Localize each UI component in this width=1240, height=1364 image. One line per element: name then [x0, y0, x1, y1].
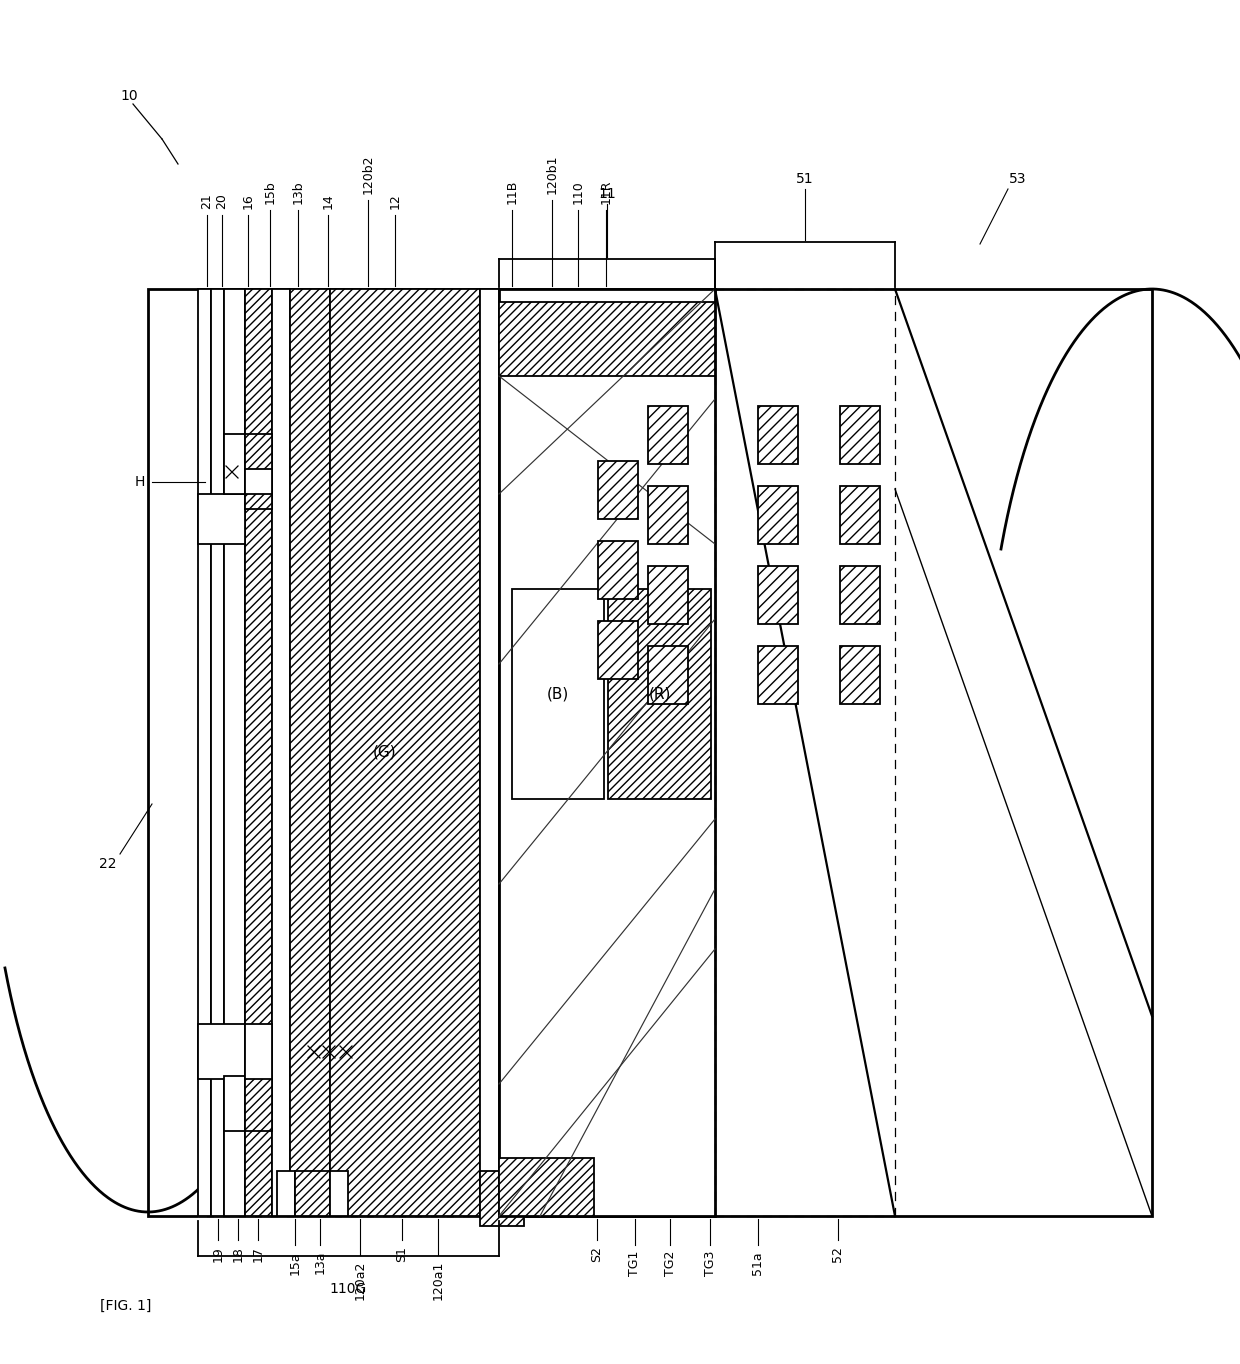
Bar	[839, 647, 880, 704]
Text: 20: 20	[216, 194, 228, 209]
Text: 19: 19	[212, 1245, 224, 1262]
Bar	[330, 1172, 348, 1215]
Text: 120a1: 120a1	[432, 1260, 444, 1300]
Bar	[277, 1172, 295, 1215]
Text: 22: 22	[99, 857, 117, 872]
Text: S1: S1	[396, 1245, 408, 1262]
Text: 12: 12	[388, 194, 402, 209]
Bar	[512, 589, 604, 799]
Bar	[608, 589, 711, 799]
Text: 110G: 110G	[330, 1282, 367, 1296]
Text: [FIG. 1]: [FIG. 1]	[100, 1299, 151, 1314]
Bar	[758, 406, 799, 464]
Text: 13b: 13b	[291, 180, 305, 205]
Bar	[649, 406, 688, 464]
Bar	[224, 289, 246, 1215]
Bar	[649, 647, 688, 704]
Text: 120a2: 120a2	[353, 1260, 367, 1300]
Text: 10: 10	[120, 89, 138, 104]
Text: (R): (R)	[649, 686, 671, 701]
Bar	[758, 486, 799, 544]
Text: 11R: 11R	[599, 180, 613, 205]
Bar	[480, 289, 498, 1215]
Bar	[480, 1172, 525, 1226]
Bar	[649, 566, 688, 623]
Bar	[330, 289, 480, 1215]
Text: 16: 16	[242, 194, 254, 209]
Text: 11: 11	[598, 187, 616, 201]
Text: 120b1: 120b1	[546, 154, 558, 194]
Text: (G): (G)	[373, 745, 397, 760]
Bar	[598, 621, 639, 679]
Text: 51a: 51a	[751, 1251, 765, 1274]
Bar	[498, 301, 715, 376]
Text: 15b: 15b	[263, 180, 277, 205]
Bar	[839, 406, 880, 464]
Bar	[272, 289, 290, 1215]
Text: 18: 18	[232, 1245, 244, 1262]
Text: 17: 17	[252, 1245, 264, 1262]
Bar	[295, 1172, 330, 1215]
Bar	[246, 434, 272, 509]
Bar	[224, 1076, 246, 1131]
Text: 110: 110	[572, 180, 584, 205]
Bar	[498, 1158, 594, 1215]
Text: 13a: 13a	[314, 1251, 326, 1274]
Text: 21: 21	[201, 194, 213, 209]
Bar	[224, 434, 246, 494]
Bar	[148, 289, 1152, 1215]
Bar	[246, 469, 272, 494]
Bar	[598, 542, 639, 599]
Bar	[198, 494, 246, 544]
Text: TG1: TG1	[629, 1251, 641, 1277]
Text: TG3: TG3	[703, 1251, 717, 1277]
Text: TG2: TG2	[663, 1251, 677, 1277]
Bar	[246, 289, 272, 1215]
Text: (B): (B)	[547, 686, 569, 701]
Text: 52: 52	[832, 1245, 844, 1262]
Bar	[198, 289, 211, 1215]
Text: 14: 14	[321, 194, 335, 209]
Text: 51: 51	[796, 172, 813, 186]
Bar	[758, 566, 799, 623]
Bar	[839, 486, 880, 544]
Text: 11B: 11B	[506, 180, 518, 205]
Bar	[598, 461, 639, 518]
Text: 53: 53	[1009, 172, 1027, 186]
Bar	[246, 1024, 272, 1079]
Text: H: H	[135, 475, 145, 490]
Bar	[839, 566, 880, 623]
Bar	[498, 289, 715, 1215]
Text: 120b2: 120b2	[362, 154, 374, 194]
Bar	[246, 1076, 272, 1131]
Bar	[211, 289, 224, 1215]
Text: S2: S2	[590, 1245, 604, 1262]
Bar	[758, 647, 799, 704]
Bar	[649, 486, 688, 544]
Bar	[198, 1024, 246, 1079]
Text: 15a: 15a	[289, 1251, 301, 1274]
Bar	[290, 289, 330, 1215]
